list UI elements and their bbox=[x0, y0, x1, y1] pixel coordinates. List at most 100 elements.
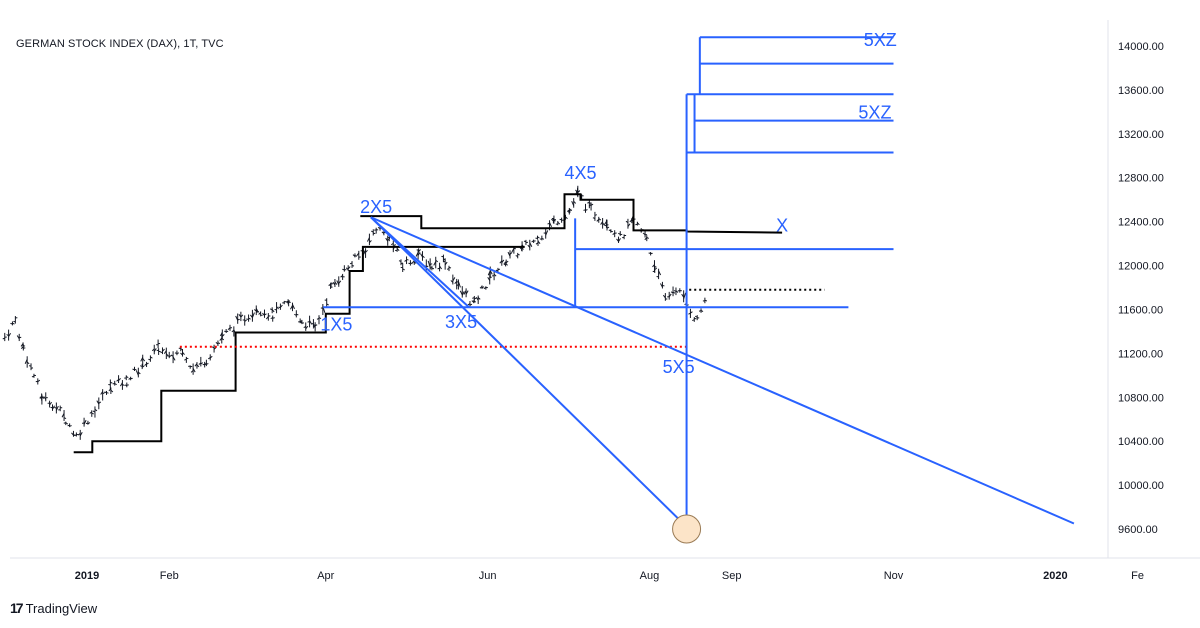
price-bar-open bbox=[278, 306, 281, 309]
price-bar-close bbox=[573, 200, 577, 204]
price-bar-open bbox=[31, 375, 35, 378]
annotation-labels: 1X5 2X5 3X5 4X5 5X5 X 5XZ 5XZ bbox=[320, 30, 896, 377]
price-bar-close bbox=[402, 268, 405, 271]
price-bar-open bbox=[316, 317, 320, 320]
step-line-2 bbox=[360, 193, 783, 234]
price-bar-close bbox=[400, 262, 404, 265]
price-bar-close bbox=[209, 355, 213, 359]
price-bar-open bbox=[246, 318, 249, 321]
price-bar-close bbox=[141, 365, 145, 368]
price-bar-open bbox=[265, 316, 269, 320]
price-bar-open bbox=[6, 334, 9, 337]
price-bar-close bbox=[213, 347, 217, 350]
price-bar-close bbox=[422, 255, 425, 258]
price-bar-open bbox=[670, 291, 674, 294]
x-tick-label: Aug bbox=[640, 570, 660, 582]
price-bar-close bbox=[63, 417, 67, 419]
price-bar-open bbox=[61, 413, 65, 418]
price-bar-open bbox=[531, 240, 534, 243]
price-bar-close bbox=[618, 238, 621, 242]
price-bar-close bbox=[369, 240, 372, 243]
axes: 14000.00 13600.00 13200.00 12800.00 12400.00… bbox=[10, 20, 1200, 582]
price-bar-open bbox=[487, 270, 491, 276]
annotation-label-5xz: 5XZ bbox=[864, 30, 897, 50]
price-bar-close bbox=[172, 356, 176, 361]
price-bar-open bbox=[592, 217, 596, 219]
price-bar-open bbox=[692, 319, 695, 322]
price-bar-open bbox=[616, 238, 619, 242]
price-bar-close bbox=[110, 389, 114, 393]
price-bar-open bbox=[662, 294, 666, 299]
price-bar-open bbox=[587, 201, 590, 204]
price-bar-open bbox=[604, 221, 607, 225]
price-bar-open bbox=[100, 391, 104, 395]
price-bar-close bbox=[439, 265, 442, 270]
price-bar-open bbox=[511, 248, 515, 253]
price-bar-close bbox=[577, 190, 581, 193]
price-bar-close bbox=[338, 280, 342, 284]
y-tick-label: 9600.00 bbox=[1118, 524, 1158, 536]
price-bar-close bbox=[251, 312, 255, 318]
price-bar-close bbox=[457, 281, 461, 288]
price-bar-close bbox=[448, 266, 452, 269]
price-bar-open bbox=[352, 254, 356, 257]
price-bar-open bbox=[688, 312, 691, 315]
price-bar-close bbox=[668, 293, 672, 298]
price-bar-close bbox=[654, 267, 658, 271]
price-bar-close bbox=[602, 222, 606, 226]
price-bar-close bbox=[176, 352, 180, 355]
price-bar-close bbox=[606, 226, 610, 229]
price-bar-open bbox=[10, 322, 13, 325]
price-bar-open bbox=[471, 300, 475, 303]
price-bar-close bbox=[474, 297, 477, 300]
price-bar-close bbox=[452, 277, 456, 282]
price-bar-open bbox=[2, 337, 5, 340]
price-bar-open bbox=[108, 388, 112, 392]
y-tick-label: 12000.00 bbox=[1118, 261, 1164, 273]
price-bar-open bbox=[262, 312, 265, 316]
price-bar-open bbox=[479, 285, 483, 289]
price-bar-close bbox=[545, 230, 549, 236]
price-bar-close bbox=[272, 317, 275, 319]
price-bar-open bbox=[463, 290, 467, 295]
price-bar-close bbox=[465, 290, 469, 295]
diagonal-steep bbox=[370, 216, 688, 528]
price-bar-close bbox=[418, 249, 421, 252]
price-bar-open bbox=[535, 242, 539, 245]
x-tick-label: Fe bbox=[1131, 570, 1144, 582]
price-bar-close bbox=[569, 209, 573, 211]
price-bar-close bbox=[162, 348, 165, 352]
price-bar-close bbox=[704, 299, 708, 302]
price-bar-open bbox=[332, 281, 336, 286]
price-bar-close bbox=[318, 317, 322, 319]
price-bar-close bbox=[426, 265, 429, 268]
price-bar-open bbox=[128, 377, 131, 380]
price-bar-close bbox=[19, 336, 22, 339]
price-bar-open bbox=[371, 230, 374, 233]
price-bar-close bbox=[537, 236, 540, 239]
price-bar-open bbox=[547, 222, 550, 225]
x-tick-label: Feb bbox=[160, 570, 179, 582]
price-bar-open bbox=[140, 365, 143, 367]
price-bar-open bbox=[366, 237, 370, 242]
price-bar-open bbox=[207, 357, 211, 360]
price-bar-close bbox=[98, 401, 102, 404]
price-bar-open bbox=[312, 324, 316, 329]
price-bar-open bbox=[270, 317, 273, 320]
price-bar-open bbox=[499, 260, 503, 264]
price-bar-close bbox=[138, 371, 141, 375]
price-bar-close bbox=[309, 320, 313, 325]
price-bar-open bbox=[608, 229, 612, 232]
tradingview-brand[interactable]: 17 TradingView bbox=[10, 600, 97, 616]
price-bar-open bbox=[299, 321, 303, 324]
price-bar-open bbox=[673, 290, 677, 292]
price-bar-open bbox=[583, 209, 586, 211]
price-bar-open bbox=[391, 242, 394, 246]
price-bar-close bbox=[12, 322, 15, 325]
price-bar-open bbox=[43, 396, 47, 400]
price-bar-close bbox=[122, 383, 125, 386]
price-bar-close bbox=[114, 383, 117, 386]
price-bar-open bbox=[198, 362, 202, 365]
price-bar-open bbox=[219, 332, 223, 337]
